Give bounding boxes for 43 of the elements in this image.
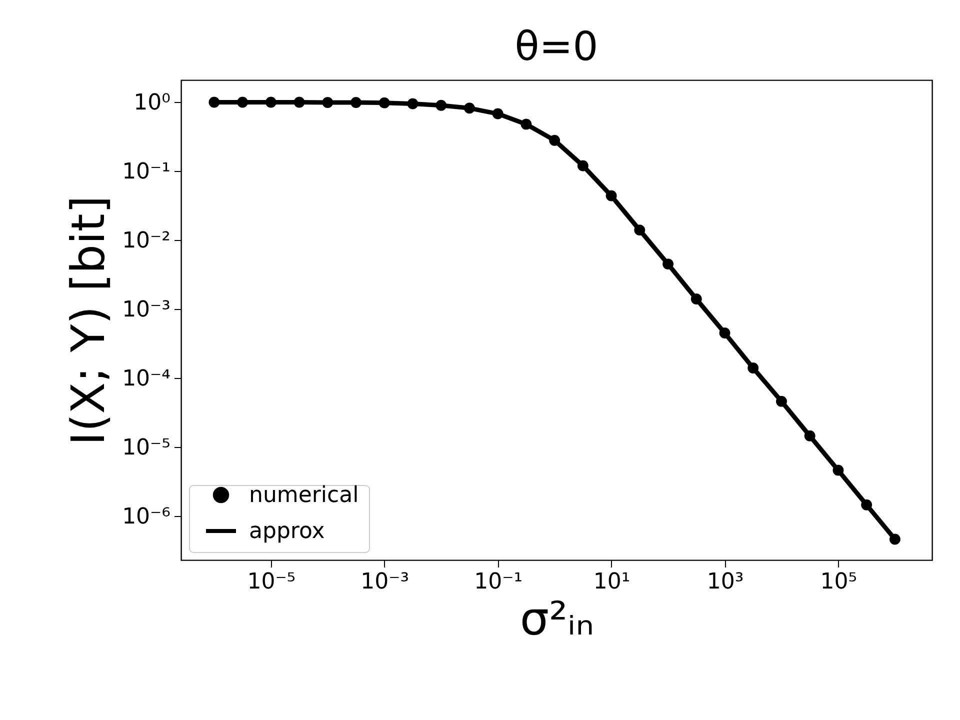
point xyxy=(350,97,362,108)
x-tick-label: 10⁻¹ xyxy=(474,570,523,594)
point xyxy=(861,499,872,510)
point xyxy=(265,96,276,108)
point xyxy=(294,96,305,108)
point xyxy=(520,118,532,130)
x-tick-label: 10³ xyxy=(706,570,744,594)
y-tick-label: 10⁻⁴ xyxy=(122,366,171,392)
legend-label: approx xyxy=(249,519,325,544)
point xyxy=(719,328,730,338)
y-tick-label: 10⁻¹ xyxy=(122,160,170,185)
point xyxy=(577,160,588,172)
y-tick-label: 10⁻³ xyxy=(122,298,170,323)
y-tick-label: 10⁻² xyxy=(122,228,170,254)
chart-title: θ=0 xyxy=(514,24,598,70)
point xyxy=(889,534,900,545)
x-axis-title: σ²ᵢₙ xyxy=(520,592,594,646)
y-tick-label: 10⁻⁵ xyxy=(122,436,170,461)
point xyxy=(378,97,390,108)
point xyxy=(492,108,504,120)
x-tick-label: 10⁻³ xyxy=(360,570,410,594)
x-tick-label: 10⁵ xyxy=(820,570,858,594)
point xyxy=(832,464,844,476)
point xyxy=(606,190,617,202)
point xyxy=(407,98,418,110)
point xyxy=(804,430,816,442)
point xyxy=(748,362,759,374)
x-tick-label: 10⁻⁵ xyxy=(247,570,296,594)
point xyxy=(776,396,787,407)
point xyxy=(662,258,674,270)
y-tick-label: 10⁻⁶ xyxy=(122,504,171,530)
y-axis-title: I(X; Y) [bit] xyxy=(61,196,116,446)
x-tick-label: 10¹ xyxy=(593,570,630,594)
legend-label: numerical xyxy=(249,483,359,508)
point xyxy=(237,96,248,108)
point xyxy=(464,102,475,114)
point xyxy=(436,100,447,111)
point xyxy=(690,294,702,304)
y-tick-label: 10⁰ xyxy=(134,90,171,116)
point xyxy=(208,96,220,108)
point xyxy=(549,134,560,146)
point xyxy=(322,97,334,108)
point xyxy=(634,224,646,236)
